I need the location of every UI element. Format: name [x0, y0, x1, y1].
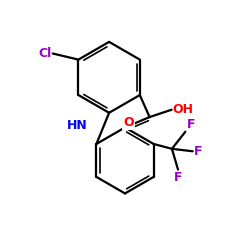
Text: OH: OH [173, 103, 194, 116]
Text: O: O [123, 116, 134, 129]
Text: HN: HN [67, 120, 88, 132]
Text: F: F [194, 145, 202, 158]
Text: F: F [186, 118, 195, 130]
Text: O: O [123, 116, 134, 129]
Text: Cl: Cl [38, 47, 52, 60]
Text: F: F [174, 171, 182, 184]
Text: HN: HN [67, 120, 88, 132]
